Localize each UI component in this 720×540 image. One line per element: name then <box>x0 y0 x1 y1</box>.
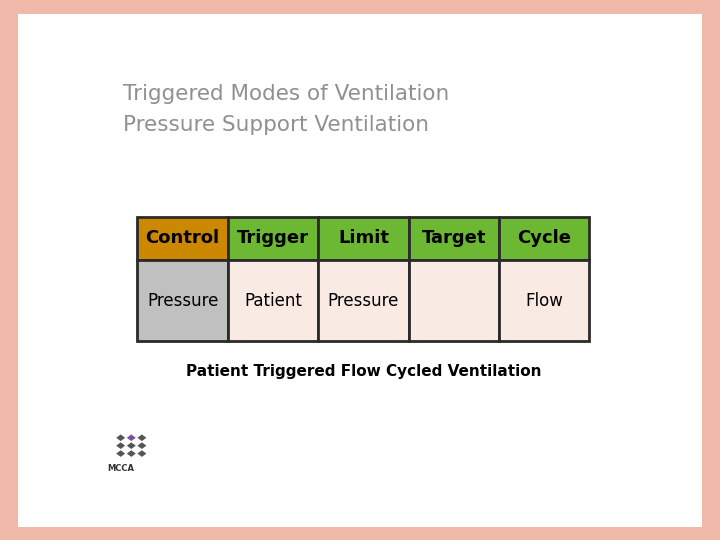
Text: Control: Control <box>145 230 220 247</box>
Text: Patient Triggered Flow Cycled Ventilation: Patient Triggered Flow Cycled Ventilatio… <box>186 364 541 379</box>
Polygon shape <box>127 435 136 441</box>
Bar <box>409 260 499 341</box>
Text: Pressure: Pressure <box>147 292 218 310</box>
Polygon shape <box>116 442 125 449</box>
Bar <box>138 260 228 341</box>
Bar <box>228 260 318 341</box>
Text: Pressure Support Ventilation: Pressure Support Ventilation <box>124 114 429 134</box>
Bar <box>499 217 590 260</box>
Text: Flow: Flow <box>526 292 563 310</box>
Bar <box>499 260 590 341</box>
Polygon shape <box>138 442 146 449</box>
Bar <box>138 217 228 260</box>
Bar <box>409 217 499 260</box>
Polygon shape <box>138 435 146 441</box>
Polygon shape <box>127 442 136 449</box>
Polygon shape <box>127 450 136 457</box>
Text: Trigger: Trigger <box>237 230 309 247</box>
Polygon shape <box>138 450 146 457</box>
Bar <box>318 217 409 260</box>
Polygon shape <box>116 435 125 441</box>
Polygon shape <box>116 450 125 457</box>
Bar <box>318 260 409 341</box>
Text: Limit: Limit <box>338 230 389 247</box>
Text: Cycle: Cycle <box>517 230 571 247</box>
Text: Triggered Modes of Ventilation: Triggered Modes of Ventilation <box>124 84 450 104</box>
Text: Target: Target <box>422 230 486 247</box>
Bar <box>228 217 318 260</box>
Text: MCCA: MCCA <box>107 464 134 473</box>
Text: Patient: Patient <box>244 292 302 310</box>
Text: Pressure: Pressure <box>328 292 399 310</box>
